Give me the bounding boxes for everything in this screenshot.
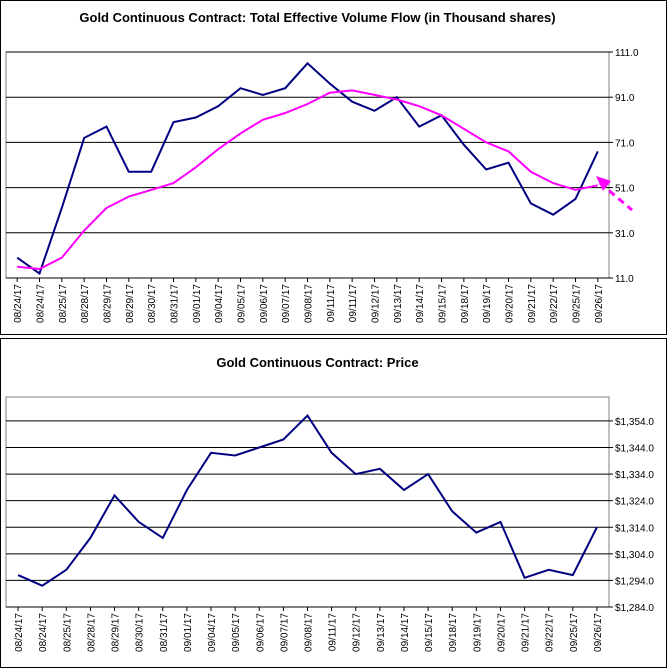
- x-tick-label: 09/25/17: [569, 613, 580, 652]
- x-tick-label: 09/05/17: [231, 613, 242, 652]
- x-tick-label: 09/04/17: [207, 613, 218, 652]
- x-tick-label: 09/20/17: [505, 284, 516, 323]
- x-tick-label: 09/15/17: [438, 284, 449, 323]
- x-tick-label: 09/21/17: [527, 284, 538, 323]
- x-tick-label: 09/14/17: [415, 284, 426, 323]
- x-tick-label: 09/13/17: [393, 284, 404, 323]
- x-tick-label: 09/19/17: [472, 613, 483, 652]
- data-line: [16, 61, 599, 276]
- y-tick-label: $1,284.0: [615, 603, 654, 614]
- chart-title: Gold Continuous Contract: Price: [216, 355, 418, 370]
- x-tick-label: 09/15/17: [424, 613, 435, 652]
- panel-border: [0, 0, 667, 335]
- x-tick-label: 09/26/17: [593, 613, 604, 652]
- x-tick-label: 09/07/17: [281, 284, 292, 323]
- x-tick-label: 09/18/17: [448, 613, 459, 652]
- x-tick-label: 08/28/17: [80, 284, 91, 323]
- x-tick-label: 09/06/17: [255, 613, 266, 652]
- x-tick-label: 09/13/17: [376, 613, 387, 652]
- x-tick-label: 09/19/17: [482, 284, 493, 323]
- x-tick-label: 08/30/17: [135, 613, 146, 652]
- x-tick-label: 08/31/17: [170, 284, 181, 323]
- chart-title: Gold Continuous Contract: Total Effectiv…: [79, 10, 555, 25]
- y-tick-label: $1,334.0: [615, 470, 654, 481]
- x-tick-label: 09/05/17: [237, 284, 248, 323]
- y-tick-label: 71.0: [615, 138, 635, 149]
- x-tick-label: 09/22/17: [549, 284, 560, 323]
- x-tick-label: 08/28/17: [86, 613, 97, 652]
- y-tick-label: $1,304.0: [615, 550, 654, 561]
- y-tick-label: $1,294.0: [615, 576, 654, 587]
- x-tick-label: 08/24/17: [38, 613, 49, 652]
- x-tick-label: 09/25/17: [572, 284, 583, 323]
- x-tick-label: 09/18/17: [460, 284, 471, 323]
- x-tick-label: 09/04/17: [214, 284, 225, 323]
- x-tick-label: 09/11/17: [328, 613, 339, 652]
- x-tick-label: 09/14/17: [400, 613, 411, 652]
- x-tick-label: 09/11/17: [348, 284, 359, 323]
- x-tick-label: 08/24/17: [14, 613, 25, 652]
- x-tick-label: 09/11/17: [326, 284, 337, 323]
- x-tick-label: 08/29/17: [125, 284, 136, 323]
- x-tick-label: 09/26/17: [594, 284, 605, 323]
- y-tick-label: $1,344.0: [615, 444, 654, 455]
- y-tick-label: $1,354.0: [615, 417, 654, 428]
- x-tick-label: 08/24/17: [13, 284, 24, 323]
- x-tick-label: 09/22/17: [545, 613, 556, 652]
- y-tick-label: 91.0: [615, 93, 635, 104]
- x-tick-label: 09/12/17: [371, 284, 382, 323]
- y-tick-label: 31.0: [615, 229, 635, 240]
- y-tick-label: 11.0: [615, 274, 634, 285]
- data-line: [17, 414, 598, 587]
- x-tick-label: 08/29/17: [103, 284, 114, 323]
- y-tick-label: $1,314.0: [615, 523, 654, 534]
- y-tick-label: $1,324.0: [615, 497, 654, 508]
- x-tick-label: 08/25/17: [62, 613, 73, 652]
- y-tick-label: 111.0: [615, 48, 639, 59]
- annotation-arrowhead: [596, 176, 611, 191]
- x-tick-label: 09/01/17: [192, 284, 203, 323]
- y-tick-label: 51.0: [615, 184, 635, 195]
- data-line: [17, 89, 599, 271]
- x-tick-label: 08/29/17: [111, 613, 122, 652]
- x-tick-label: 09/20/17: [496, 613, 507, 652]
- x-tick-label: 08/30/17: [147, 284, 158, 323]
- panel-border: [0, 338, 667, 668]
- x-tick-label: 09/21/17: [521, 613, 532, 652]
- x-tick-label: 09/01/17: [183, 613, 194, 652]
- x-tick-label: 09/06/17: [259, 284, 270, 323]
- x-tick-label: 09/08/17: [304, 613, 315, 652]
- x-tick-label: 09/12/17: [352, 613, 363, 652]
- x-tick-label: 08/31/17: [159, 613, 170, 652]
- x-tick-label: 09/08/17: [304, 284, 315, 323]
- x-tick-label: 08/25/17: [58, 284, 69, 323]
- x-tick-label: 08/24/17: [36, 284, 47, 323]
- x-tick-label: 09/07/17: [279, 613, 290, 652]
